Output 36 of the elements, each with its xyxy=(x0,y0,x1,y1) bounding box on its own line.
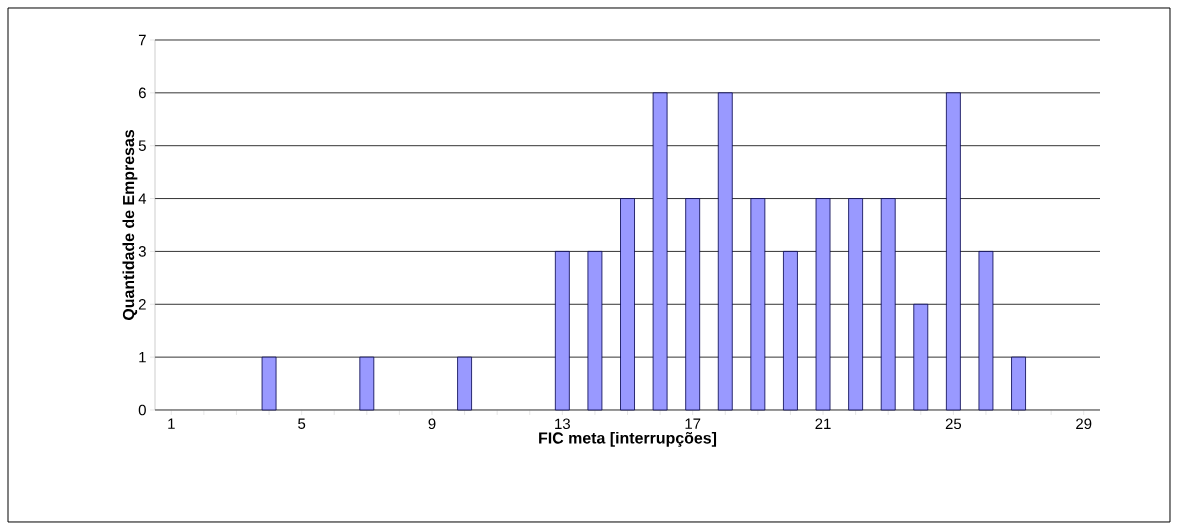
bar xyxy=(261,356,277,411)
x-tick-label: 17 xyxy=(685,418,701,429)
y-tick-label: 7 xyxy=(138,34,146,46)
bar xyxy=(1011,356,1026,411)
y-tick-label: 4 xyxy=(138,193,147,204)
y-tick-label: 5 xyxy=(138,140,146,151)
bar xyxy=(359,356,375,411)
bar xyxy=(750,198,766,411)
bar xyxy=(880,198,896,411)
bar xyxy=(848,198,864,411)
bar xyxy=(945,92,961,411)
y-tick-label: 2 xyxy=(138,299,146,310)
bar xyxy=(457,356,472,411)
x-tick-label: 25 xyxy=(945,418,962,430)
bar xyxy=(913,303,929,411)
x-tick-label: 29 xyxy=(1076,418,1092,430)
bar xyxy=(652,92,668,411)
x-tick-label: 13 xyxy=(555,418,570,430)
y-axis-title: Quantidade de Empresas xyxy=(122,129,138,320)
y-tick-label: 3 xyxy=(138,246,146,257)
y-tick-label: 0 xyxy=(138,404,146,416)
x-axis-title: FIC meta [interrupções] xyxy=(539,431,717,447)
bar xyxy=(815,198,831,411)
x-tick-label: 21 xyxy=(815,418,831,429)
bar xyxy=(587,251,603,411)
y-tick-label: 6 xyxy=(138,87,146,99)
bar xyxy=(783,251,798,411)
bar xyxy=(978,251,994,411)
x-tick-label: 5 xyxy=(298,418,306,429)
bar xyxy=(685,198,701,411)
bar xyxy=(620,198,635,411)
bar xyxy=(554,251,570,411)
x-tick-label: 1 xyxy=(168,418,175,429)
y-tick-label: 1 xyxy=(139,351,146,363)
x-tick-label: 9 xyxy=(428,418,436,430)
bar xyxy=(717,92,733,411)
